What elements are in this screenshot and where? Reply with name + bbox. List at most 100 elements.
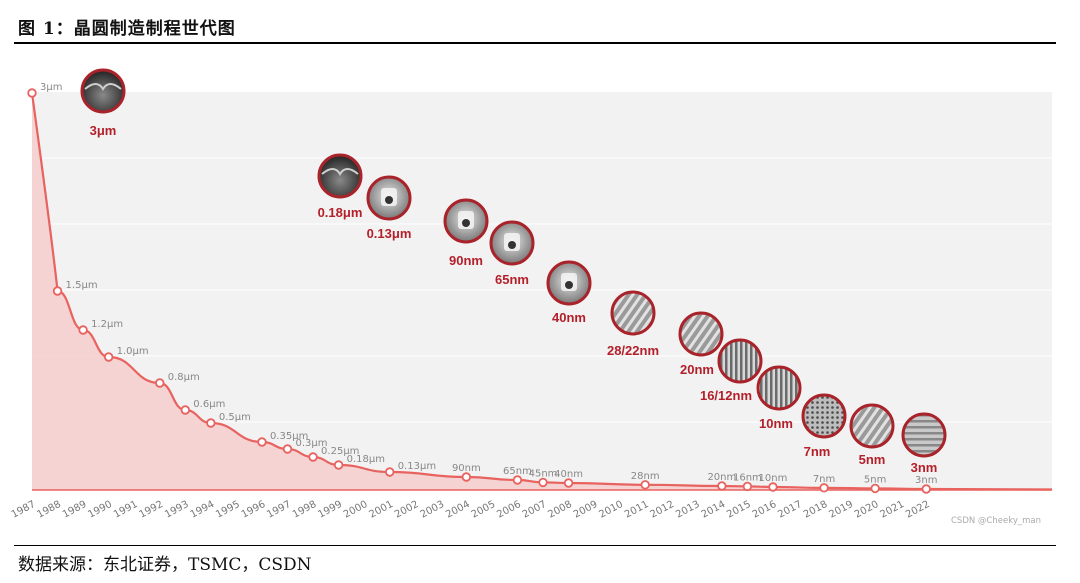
data-label: 0.35μm: [270, 431, 308, 442]
data-label: 10nm: [759, 473, 788, 484]
x-tick-label: 1998: [291, 499, 319, 521]
figure-title: 图 1：晶圆制造制程世代图: [18, 19, 236, 39]
data-label: 0.13μm: [398, 461, 436, 472]
node-image: [317, 153, 363, 199]
x-tick-label: 2012: [649, 499, 677, 521]
data-label: 40nm: [554, 469, 583, 480]
x-tick-label: 2020: [853, 499, 881, 521]
x-tick-label: 2018: [802, 499, 830, 521]
node-image: [901, 412, 947, 458]
data-point: [742, 481, 753, 492]
x-tick-label: 2010: [597, 499, 625, 521]
data-label: 0.8μm: [168, 372, 200, 383]
data-label: 0.25μm: [321, 446, 359, 457]
node-label: 16/12nm: [700, 388, 752, 403]
x-tick-label: 1990: [86, 499, 114, 521]
x-tick-label: 2002: [393, 499, 421, 521]
data-point: [180, 405, 190, 415]
data-label: 45nm: [529, 468, 558, 479]
x-tick-label: 2015: [725, 499, 753, 521]
data-point: [206, 418, 216, 428]
node-image: [489, 220, 535, 266]
x-tick-label: 1996: [240, 499, 268, 521]
node-image: [80, 68, 126, 114]
data-label: 16nm: [733, 472, 762, 483]
x-tick-label: 2022: [904, 499, 932, 521]
data-label: 0.18μm: [347, 454, 385, 465]
data-point: [819, 483, 829, 493]
node-label: 0.18μm: [318, 205, 363, 220]
data-point: [538, 477, 548, 488]
x-tick-label: 1991: [112, 499, 140, 521]
node-label: 65nm: [495, 272, 529, 287]
x-tick-label: 2004: [444, 499, 472, 521]
data-point: [282, 444, 293, 454]
x-tick-label: 1988: [35, 499, 63, 521]
process-node-chart: 3μm1.5μm1.2μm1.0μm0.8μm0.6μm0.5μm0.35μm0…: [10, 68, 1053, 526]
x-tick-label: 2007: [521, 499, 549, 521]
data-label: 3μm: [40, 82, 62, 93]
x-tick-label: 1997: [265, 499, 293, 521]
data-label: 90nm: [452, 463, 481, 474]
data-point: [385, 467, 395, 477]
x-tick-label: 2009: [572, 499, 600, 521]
node-label: 3μm: [90, 123, 117, 138]
data-label: 3nm: [915, 475, 937, 486]
node-image: [717, 338, 763, 384]
bottom-rule: [14, 545, 1056, 546]
top-rule: [14, 42, 1056, 44]
node-label: 10nm: [759, 416, 793, 431]
node-label: 20nm: [680, 362, 714, 377]
data-point: [717, 481, 727, 491]
node-image: [366, 175, 412, 221]
node-image: [756, 365, 802, 411]
x-tick-label: 2014: [700, 499, 728, 521]
data-label: 0.6μm: [193, 399, 225, 410]
x-tick-label: 1989: [61, 499, 89, 521]
x-tick-label: 1999: [316, 499, 344, 521]
data-label: 0.3μm: [296, 438, 328, 449]
data-label: 7nm: [813, 474, 835, 485]
x-tick-label: 2017: [776, 499, 804, 521]
x-tick-label: 1994: [189, 499, 217, 521]
data-point: [257, 437, 267, 447]
data-label: 1.5μm: [66, 280, 98, 291]
data-point: [870, 483, 880, 494]
data-point: [27, 88, 37, 98]
x-tick-label: 2019: [827, 499, 855, 521]
x-tick-label: 2005: [470, 499, 498, 521]
x-tick-label: 2021: [878, 499, 906, 521]
data-label: 20nm: [707, 472, 736, 483]
data-point: [78, 325, 88, 335]
data-point: [921, 484, 931, 494]
x-tick-label: 1992: [138, 499, 166, 521]
source-note: 数据来源：东北证券，TSMC，CSDN: [18, 555, 312, 575]
x-tick-label: 2000: [342, 499, 370, 521]
x-tick-label: 2011: [623, 499, 651, 521]
data-point: [103, 352, 114, 362]
x-tick-label: 1993: [163, 499, 191, 521]
x-tick-label: 2008: [546, 499, 574, 521]
node-label: 28/22nm: [607, 343, 659, 358]
data-point: [640, 480, 650, 490]
node-image: [610, 290, 656, 336]
data-point: [563, 478, 574, 488]
data-point: [155, 378, 165, 388]
data-label: 0.5μm: [219, 412, 251, 423]
x-tick-label: 2016: [751, 499, 779, 521]
data-point: [308, 452, 318, 462]
data-point: [52, 286, 63, 296]
data-point: [461, 472, 472, 482]
data-label: 1.2μm: [91, 319, 123, 330]
node-label: 90nm: [449, 253, 483, 268]
data-point: [768, 482, 778, 492]
node-label: 5nm: [859, 452, 886, 467]
node-image: [443, 198, 489, 244]
node-image: [801, 393, 847, 439]
data-label: 28nm: [631, 471, 660, 482]
data-label: 1.0μm: [117, 346, 149, 357]
node-label: 3nm: [911, 460, 938, 475]
area-fill: [32, 93, 1052, 490]
data-point: [333, 460, 344, 470]
node-label: 0.13μm: [367, 226, 412, 241]
